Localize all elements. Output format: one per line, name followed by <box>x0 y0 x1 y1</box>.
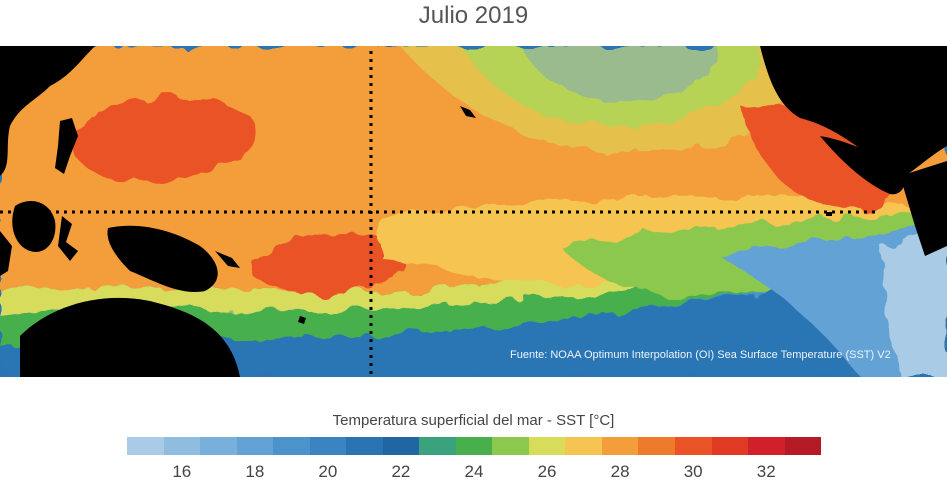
land-asia <box>0 46 95 176</box>
colorbar-swatch <box>492 437 529 455</box>
colorbar-swatch <box>309 437 347 455</box>
land-borneo <box>12 201 56 252</box>
colorbar-swatch <box>784 437 822 455</box>
land-sumatra <box>0 231 12 276</box>
colorbar-tick: 20 <box>318 462 338 481</box>
warm-pool-equator <box>249 234 406 295</box>
colorbar-swatch <box>455 437 493 455</box>
land-masses <box>0 46 947 377</box>
colorbar-tick: 16 <box>172 462 192 481</box>
land-hawaii <box>460 106 476 118</box>
colorbar-swatch <box>236 437 274 455</box>
colorbar-swatch <box>273 437 310 455</box>
sst-map <box>0 46 947 377</box>
band-green-south <box>0 251 947 346</box>
land-philippines <box>55 118 78 174</box>
colorbar-swatch <box>601 437 639 455</box>
colorbar-swatch <box>565 437 602 455</box>
colorbar-tick: 18 <box>245 462 265 481</box>
colorbar-swatch <box>200 437 237 455</box>
colorbar-tick: 22 <box>391 462 411 481</box>
land-central-america <box>820 136 905 195</box>
colorbar-swatch <box>127 437 164 455</box>
colorbar-swatch <box>748 437 785 455</box>
colorbar-tick: 24 <box>464 462 484 481</box>
colorbar-swatch <box>419 437 456 455</box>
coastal-cold <box>880 231 947 377</box>
map-title: Julio 2019 <box>418 2 529 29</box>
colorbar-swatch <box>382 437 420 455</box>
colorbar <box>127 437 822 457</box>
colorbar-tick: 26 <box>537 462 557 481</box>
north-yellow <box>400 46 800 153</box>
source-credit: Fuente: NOAA Optimum Interpolation (OI) … <box>510 349 891 361</box>
colorbar-swatch <box>163 437 201 455</box>
land-americas <box>760 46 947 178</box>
colorbar-swatch <box>528 437 566 455</box>
colorbar-swatch <box>346 437 383 455</box>
land-solomons <box>215 251 240 268</box>
land-new-guinea <box>107 225 218 292</box>
land-sulawesi <box>58 216 78 261</box>
colorbar-swatch <box>674 437 712 455</box>
colorbar-swatch <box>638 437 675 455</box>
colorbar-tick: 30 <box>683 462 703 481</box>
land-fiji <box>298 316 306 324</box>
colorbar-tick: 28 <box>610 462 630 481</box>
warm-pool-north <box>70 97 256 181</box>
band-yellow-south <box>0 231 947 316</box>
colorbar-label: Temperatura superficial del mar - SST [°… <box>332 412 615 429</box>
band-blue-mid <box>0 266 947 377</box>
land-caribbean <box>850 96 900 110</box>
land-south-america <box>900 161 947 256</box>
colorbar-tick: 32 <box>756 462 776 481</box>
land-galapagos <box>826 212 832 216</box>
colorbar-swatch <box>711 437 749 455</box>
land-australia <box>20 297 240 377</box>
